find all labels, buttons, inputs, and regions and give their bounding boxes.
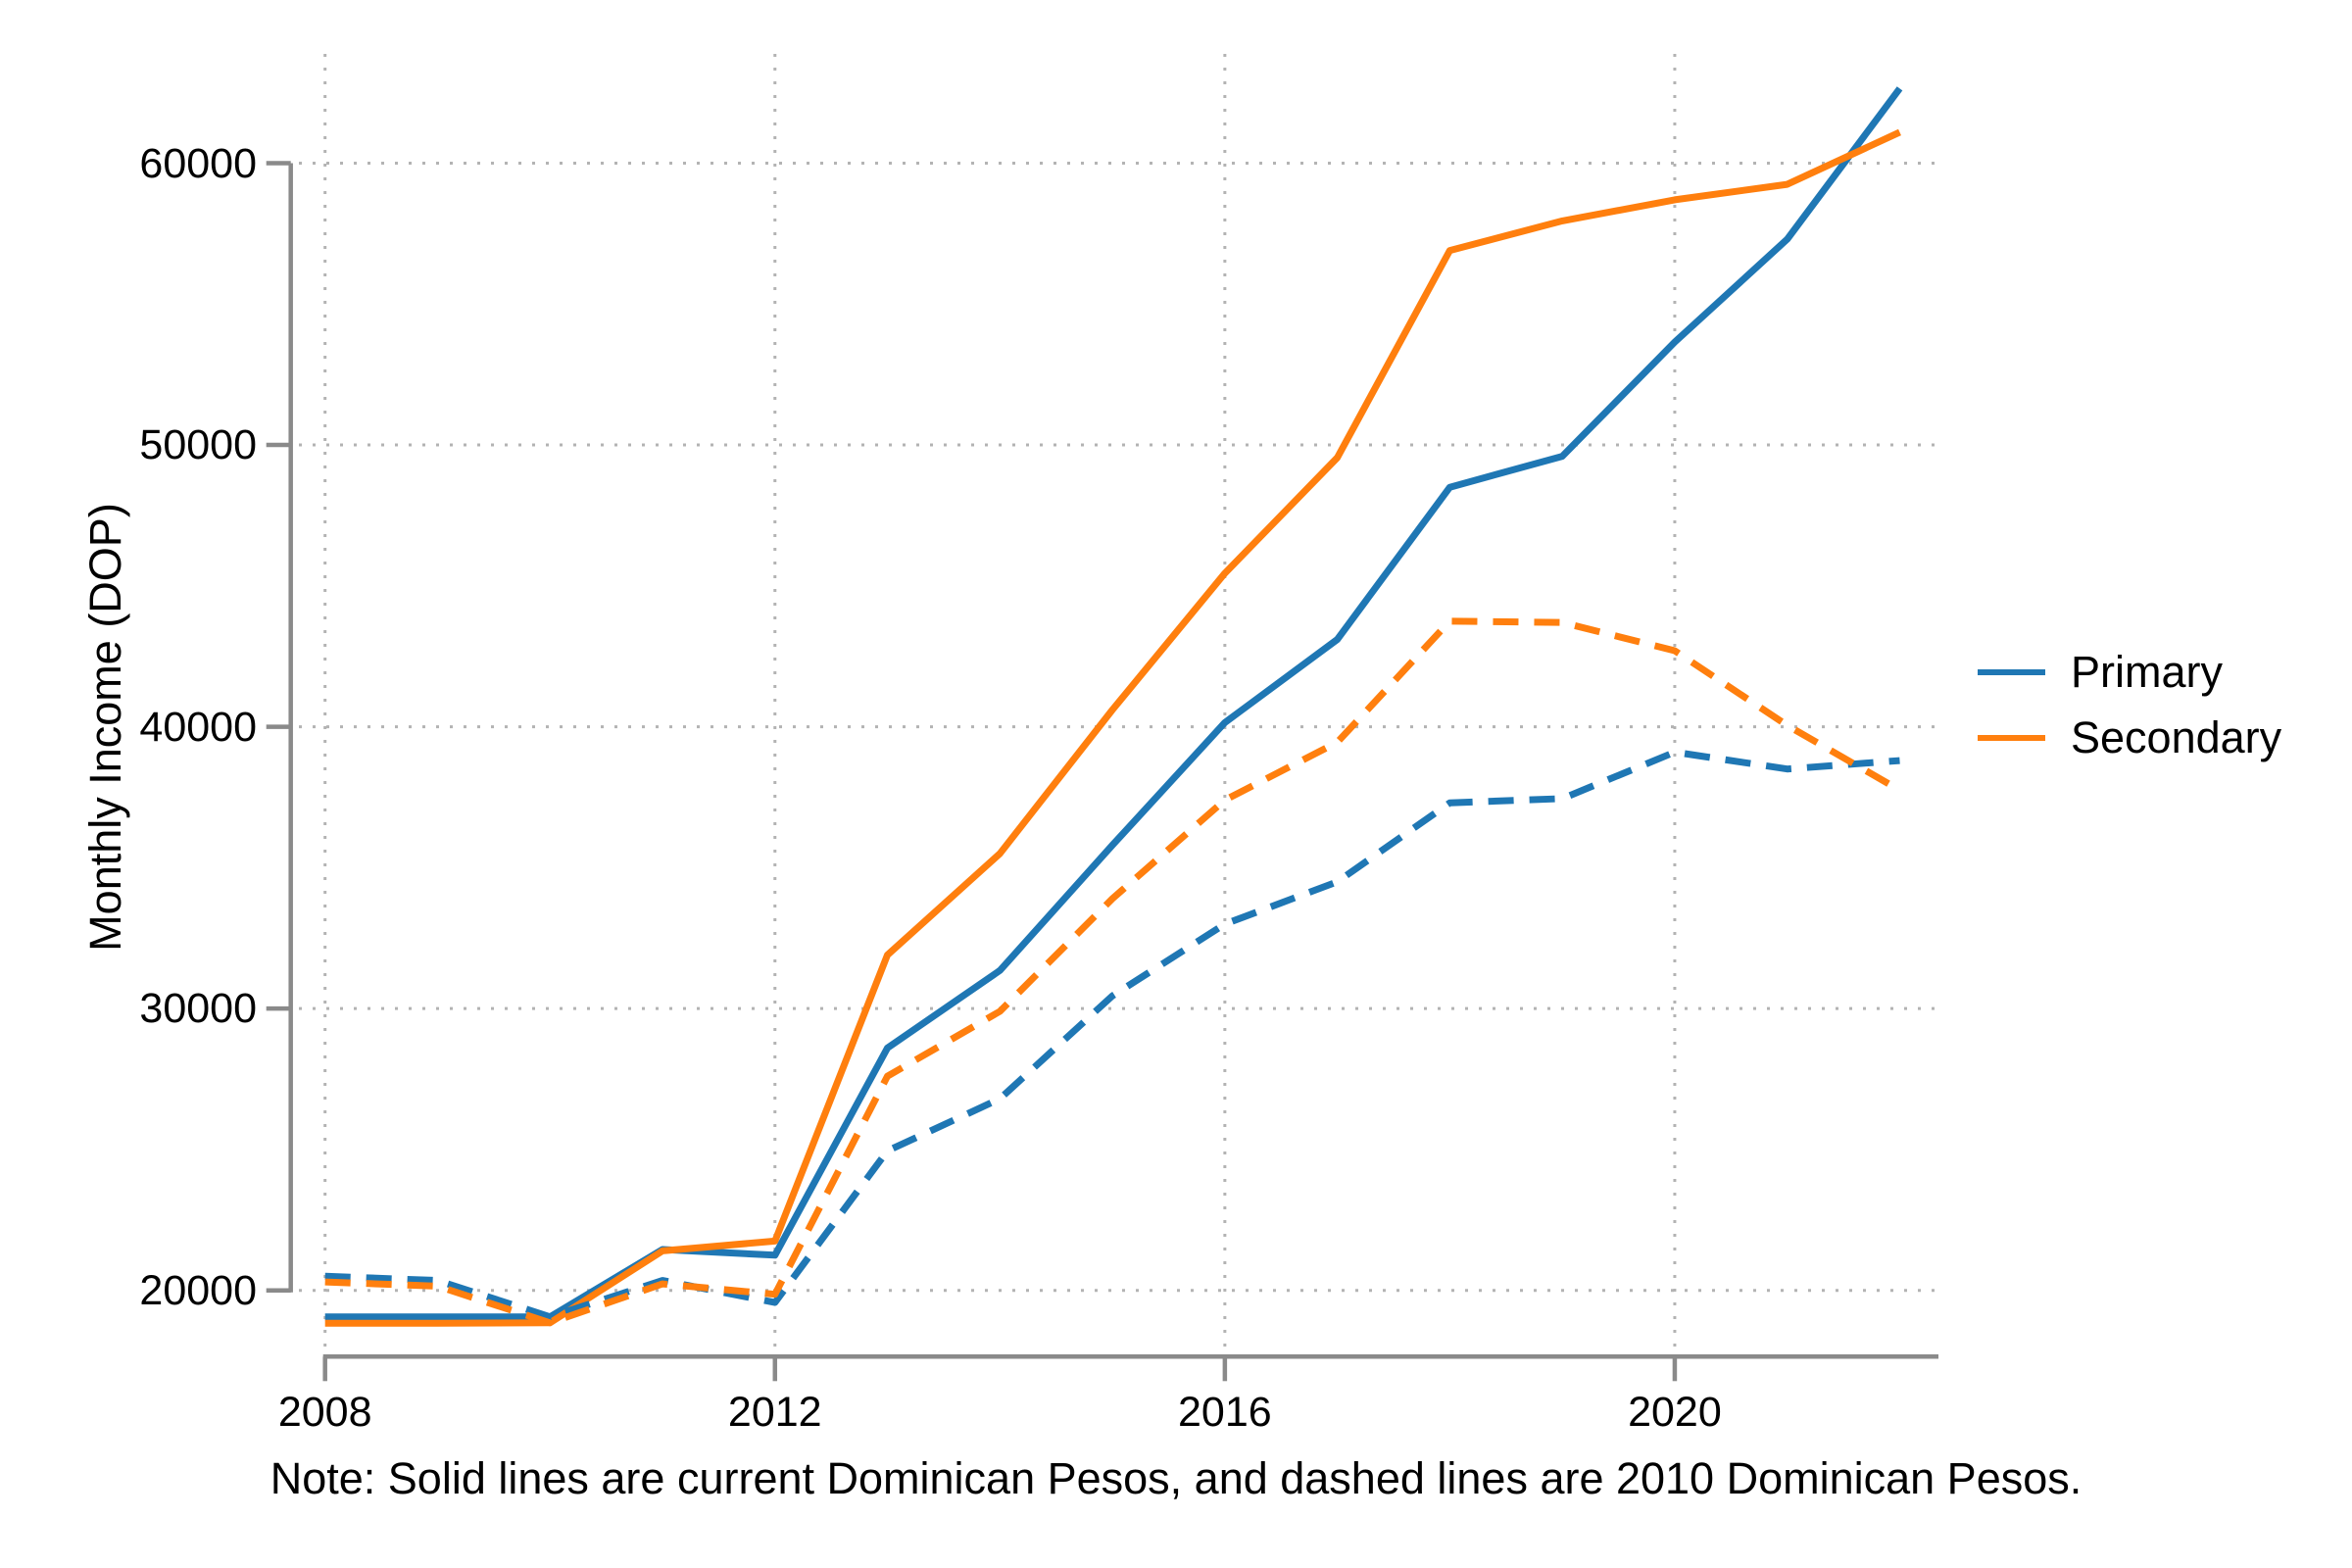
series-lines [324, 86, 1903, 1327]
legend-label-secondary: Secondary [2071, 712, 2282, 762]
series-line-secondary-dashed [324, 617, 1902, 1327]
legend: Primary Secondary [1978, 645, 2281, 765]
series-line-secondary-solid [324, 128, 1901, 1327]
y-tick-label-20000: 20000 [139, 1266, 257, 1314]
series-line-primary-solid [324, 86, 1903, 1321]
x-tick-label-2008: 2008 [277, 1389, 372, 1436]
legend-label-primary: Primary [2071, 647, 2223, 697]
x-tick-label-2016: 2016 [1178, 1389, 1272, 1436]
y-tick-label-30000: 30000 [139, 985, 257, 1033]
y-tick-label-60000: 60000 [139, 139, 257, 187]
gridlines [299, 54, 1938, 1357]
primary-line-swatch-icon [1978, 669, 2045, 675]
x-tick-label-2012: 2012 [727, 1389, 822, 1436]
y-tick-label-50000: 50000 [139, 421, 257, 469]
y-tick-label-40000: 40000 [139, 703, 257, 751]
series-line-primary-dashed [324, 749, 1900, 1321]
axes [266, 161, 1938, 1382]
legend-entry-primary: Primary [1978, 645, 2281, 700]
x-tick-label-2020: 2020 [1628, 1389, 1722, 1436]
secondary-line-swatch-icon [1978, 735, 2045, 741]
legend-entry-secondary: Secondary [1978, 710, 2281, 765]
note-caption: Note: Solid lines are current Dominican … [270, 1453, 2082, 1503]
y-axis-title: Monthly Income (DOP) [80, 503, 130, 952]
